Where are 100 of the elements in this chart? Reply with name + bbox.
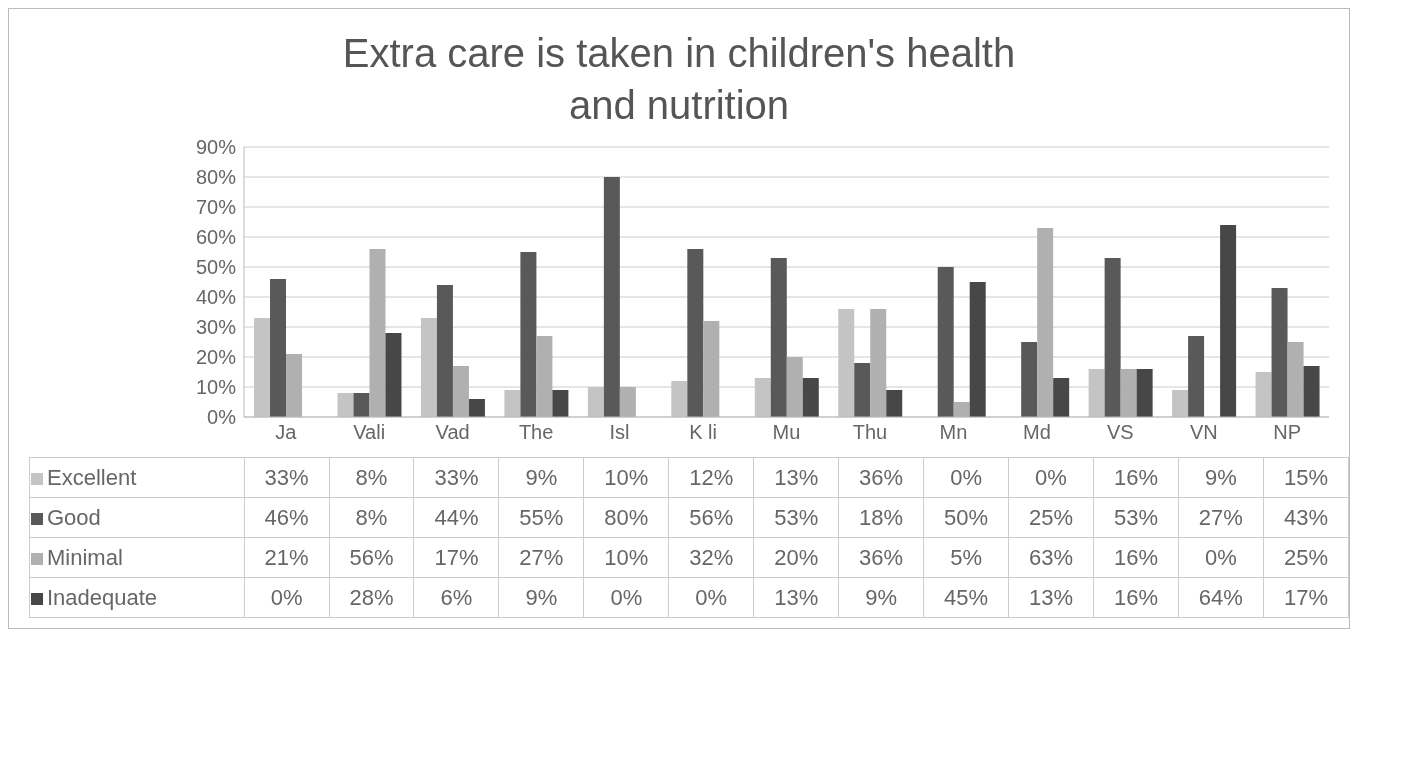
bar (1303, 366, 1320, 417)
data-label: 0% (1008, 457, 1094, 498)
data-label: 25% (1263, 537, 1349, 578)
data-label: 10% (583, 537, 669, 578)
data-label: 9% (1178, 457, 1264, 498)
data-label: 27% (1178, 497, 1264, 538)
data-label: 13% (753, 577, 839, 618)
bar (886, 390, 903, 417)
y-tick-label: 20% (195, 346, 237, 369)
x-tick-label: NP (1273, 421, 1302, 444)
data-label: 15% (1263, 457, 1349, 498)
data-label: 0% (1178, 537, 1264, 578)
data-label: 43% (1263, 497, 1349, 538)
data-label: 6% (413, 577, 499, 618)
legend-label: Minimal (29, 537, 245, 578)
data-label: 25% (1008, 497, 1094, 538)
y-tick-label: 60% (195, 226, 237, 249)
data-label: 55% (498, 497, 584, 538)
data-label: 56% (329, 537, 414, 578)
x-tick-label: Mu (772, 421, 801, 444)
x-tick-label: VN (1189, 421, 1218, 444)
bar (1021, 342, 1038, 417)
bar (353, 393, 370, 417)
bar (802, 378, 819, 417)
data-label: 18% (838, 497, 924, 538)
bar (687, 249, 704, 417)
data-label: 21% (244, 537, 330, 578)
data-label: 80% (583, 497, 669, 538)
data-label: 12% (668, 457, 754, 498)
data-label: 63% (1008, 537, 1094, 578)
bar (603, 177, 620, 417)
bar (1136, 369, 1153, 417)
data-label: 17% (1263, 577, 1349, 618)
bar (1271, 288, 1288, 417)
data-label: 28% (329, 577, 414, 618)
x-tick-label: Vali (353, 421, 386, 444)
bar (854, 363, 871, 417)
x-tick-label: Isl (609, 421, 630, 444)
bar (770, 258, 787, 417)
legend-label: Excellent (29, 457, 245, 498)
bar (937, 267, 954, 417)
y-tick-label: 40% (195, 286, 237, 309)
bar (1053, 378, 1070, 417)
x-tick-label: The (518, 421, 554, 444)
data-label: 56% (668, 497, 754, 538)
data-label: 16% (1093, 577, 1179, 618)
data-label: 8% (329, 497, 414, 538)
data-label: 46% (244, 497, 330, 538)
bar (1104, 258, 1121, 417)
x-tick-label: Ja (275, 421, 298, 444)
data-label: 13% (753, 457, 839, 498)
y-tick-label: 0% (207, 406, 237, 429)
data-label: 0% (668, 577, 754, 618)
bar (969, 282, 986, 417)
data-label: 64% (1178, 577, 1264, 618)
x-tick-label: Mn (939, 421, 968, 444)
bar (270, 279, 287, 417)
bar (385, 333, 402, 417)
y-tick-label: 80% (195, 166, 237, 189)
x-tick-label: Thu (852, 421, 888, 444)
data-label: 53% (753, 497, 839, 538)
data-label: 9% (838, 577, 924, 618)
data-label: 13% (1008, 577, 1094, 618)
bar (468, 399, 485, 417)
data-label: 16% (1093, 537, 1179, 578)
data-label: 5% (923, 537, 1009, 578)
x-tick-label: VS (1107, 421, 1134, 444)
data-label: 9% (498, 577, 584, 618)
data-label: 17% (413, 537, 499, 578)
y-tick-label: 90% (195, 136, 237, 159)
y-tick-label: 30% (195, 316, 237, 339)
data-label: 53% (1093, 497, 1179, 538)
data-label: 33% (244, 457, 330, 498)
bar (1220, 225, 1237, 417)
data-label: 9% (498, 457, 584, 498)
x-tick-label: Vad (435, 421, 470, 444)
x-tick-label: K li (689, 421, 717, 444)
data-label: 20% (753, 537, 839, 578)
chart-title: Extra care is taken in children's health and nutrition (341, 30, 1017, 129)
data-label: 8% (329, 457, 414, 498)
x-tick-label: Md (1022, 421, 1051, 444)
y-tick-label: 70% (195, 196, 237, 219)
data-label: 16% (1093, 457, 1179, 498)
data-label: 0% (244, 577, 330, 618)
data-label: 32% (668, 537, 754, 578)
data-label: 0% (583, 577, 669, 618)
data-label: 36% (838, 457, 924, 498)
y-tick-label: 50% (195, 256, 237, 279)
data-label: 0% (923, 457, 1009, 498)
bar (552, 390, 569, 417)
data-label: 27% (498, 537, 584, 578)
data-label: 44% (413, 497, 499, 538)
data-label: 45% (923, 577, 1009, 618)
legend-label: Inadequate (29, 577, 245, 618)
data-label: 10% (583, 457, 669, 498)
bar (436, 285, 453, 417)
bar (1188, 336, 1205, 417)
legend-label: Good (29, 497, 245, 538)
bar (520, 252, 537, 417)
data-label: 33% (413, 457, 499, 498)
